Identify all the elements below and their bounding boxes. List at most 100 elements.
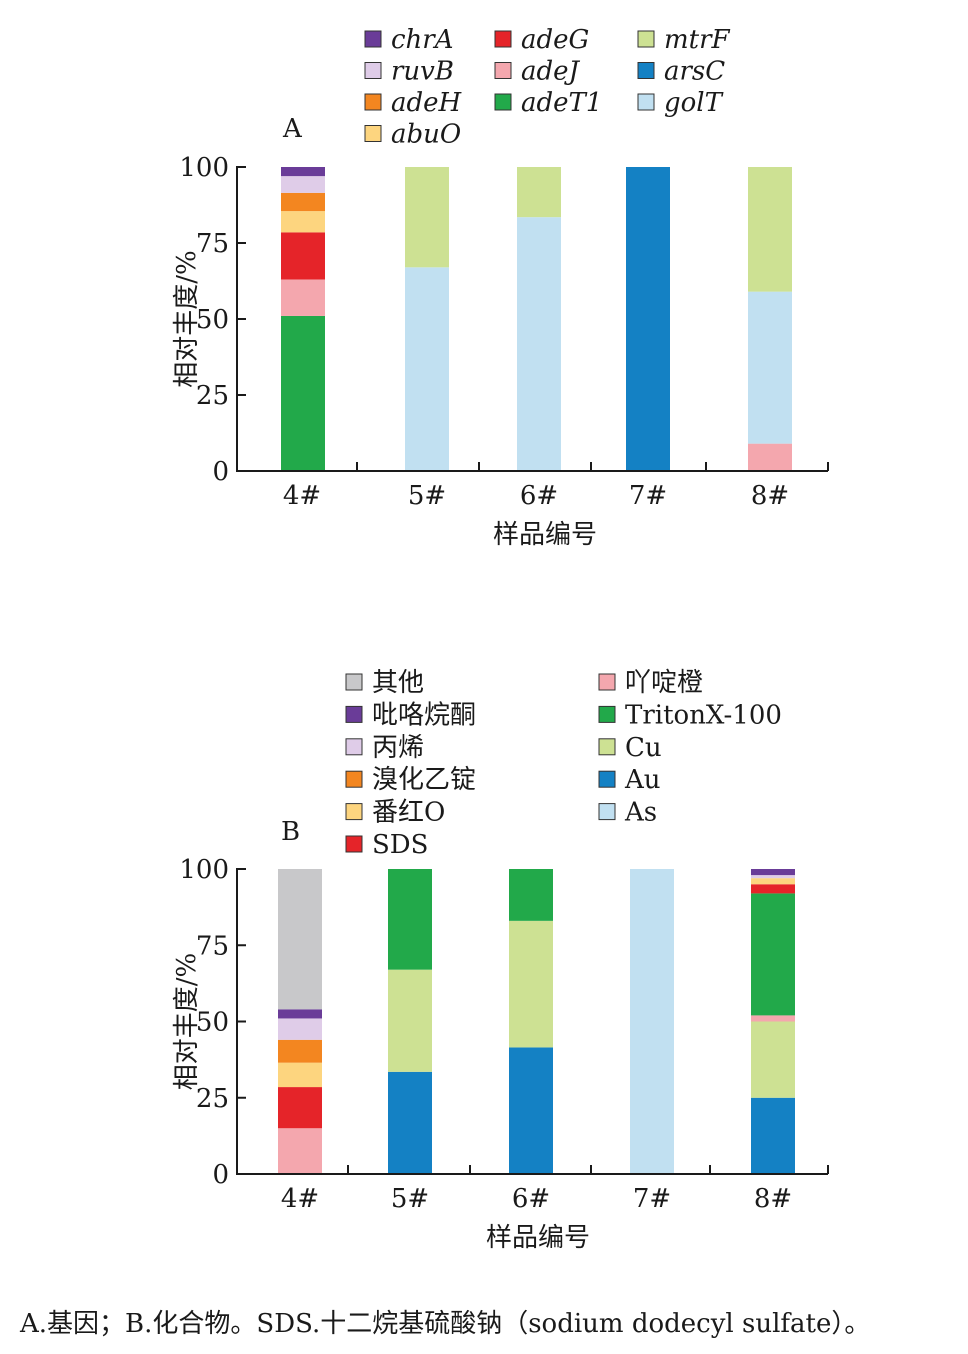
legend-swatch [364,93,382,111]
legend-label: 丙烯 [372,733,424,763]
bar-segment [630,869,674,1174]
legend-swatch [345,705,363,723]
legend-label: adeT1 [521,88,602,118]
bar-segment [281,176,325,193]
bar-segment [517,167,561,218]
bar-segment [388,1071,432,1174]
bar-segment [388,969,432,1072]
legend-swatch [598,738,616,756]
y-tick-label: 75 [196,229,229,259]
y-tick-label: 50 [196,1008,229,1038]
bar-segment [751,884,795,894]
legend-label: 吖啶橙 [625,668,703,698]
bar-segment [278,1009,322,1019]
bar-segment [281,192,325,212]
legend-swatch [637,62,655,79]
legend-swatch [345,738,363,756]
legend-swatch [345,770,363,788]
y-axis-label: 相对丰度/% [172,250,202,387]
legend-label: ruvB [391,57,454,87]
legend-label: adeH [391,88,463,118]
legend-swatch [364,30,382,48]
bar-segment [278,1128,322,1174]
legend-swatch [598,673,616,691]
legend-label: adeJ [521,57,581,87]
panel-label: B [281,817,300,847]
legend-swatch [494,93,512,111]
legend-swatch [598,705,616,723]
bar-segment [626,167,670,471]
bar-segment [751,1015,795,1022]
y-tick-label: 50 [196,305,229,335]
bar-segment [281,279,325,316]
bar-segment [388,869,432,970]
legend-swatch [637,93,655,111]
legend-swatch [494,62,512,79]
legend-label: abuO [391,120,461,150]
bar-segment [748,291,792,444]
bar-segment [751,878,795,885]
bar-segment [748,167,792,292]
y-tick-label: 100 [179,855,229,885]
x-tick-label: 7# [633,1184,671,1214]
legend-swatch [345,673,363,691]
x-tick-label: 5# [408,481,446,511]
chart-panel-b: 0 25 50 75 100 4# 5# 6# 7# 8# 样品编号 相对丰度/% B 其他吡咯烷酮丙烯溴… [172,668,829,1253]
bar-segment [751,1021,795,1098]
y-axis-label: 相对丰度/% [172,953,202,1090]
legend-label: mtrF [664,25,731,55]
legend-label: 吡咯烷酮 [372,700,476,730]
bar-segment [509,869,553,921]
panel-label: A [282,114,303,144]
legend-swatch [598,770,616,788]
legend-swatch [364,62,382,79]
bar-segment [509,1047,553,1174]
x-tick-label: 5# [391,1184,429,1214]
x-tick-label: 6# [520,481,558,511]
y-tick-label: 100 [179,153,229,183]
bar-segment [751,893,795,1016]
bar-segment [278,1039,322,1063]
x-axis-label: 样品编号 [493,520,597,550]
bar-segment [278,1062,322,1088]
bar-segment [751,1097,795,1174]
y-tick-label: 25 [196,1084,229,1114]
legend-label: SDS [372,830,428,860]
figure-caption: A.基因；B.化合物。SDS.十二烷基硫酸钠（sodium dodecyl su… [20,1309,871,1339]
bar-segment [405,167,449,268]
bar-segment [751,875,795,879]
bar-segment [281,315,325,471]
legend-label: Au [624,765,661,795]
bar-segment [281,167,325,177]
bar-segment [281,211,325,233]
bar-segment [278,1018,322,1040]
x-tick-label: 8# [751,481,789,511]
legend-label: arsC [664,57,725,87]
x-tick-label: 7# [629,481,667,511]
legend-swatch [598,803,616,821]
legend-label: Cu [625,733,662,763]
y-tick-label: 25 [196,381,229,411]
bar-segment [405,267,449,471]
y-tick-label: 0 [212,457,229,487]
legend-label: 溴化乙锭 [372,765,476,795]
bar-segment [517,217,561,471]
x-tick-label: 4# [283,481,321,511]
bar-segment [748,443,792,471]
x-axis-label: 样品编号 [486,1223,590,1253]
legend-swatch [345,803,363,821]
bar-segment [278,869,322,1010]
legend-label: As [624,798,657,828]
x-tick-label: 6# [512,1184,550,1214]
y-tick-label: 75 [196,931,229,961]
legend-swatch [637,30,655,48]
legend-label: chrA [391,25,454,55]
bar-segment [509,920,553,1048]
legend-label: TritonX-100 [625,700,782,730]
legend-swatch [364,125,382,142]
bar-segment [278,1087,322,1129]
legend-label: 番红O [372,798,445,828]
x-tick-label: 4# [281,1184,319,1214]
